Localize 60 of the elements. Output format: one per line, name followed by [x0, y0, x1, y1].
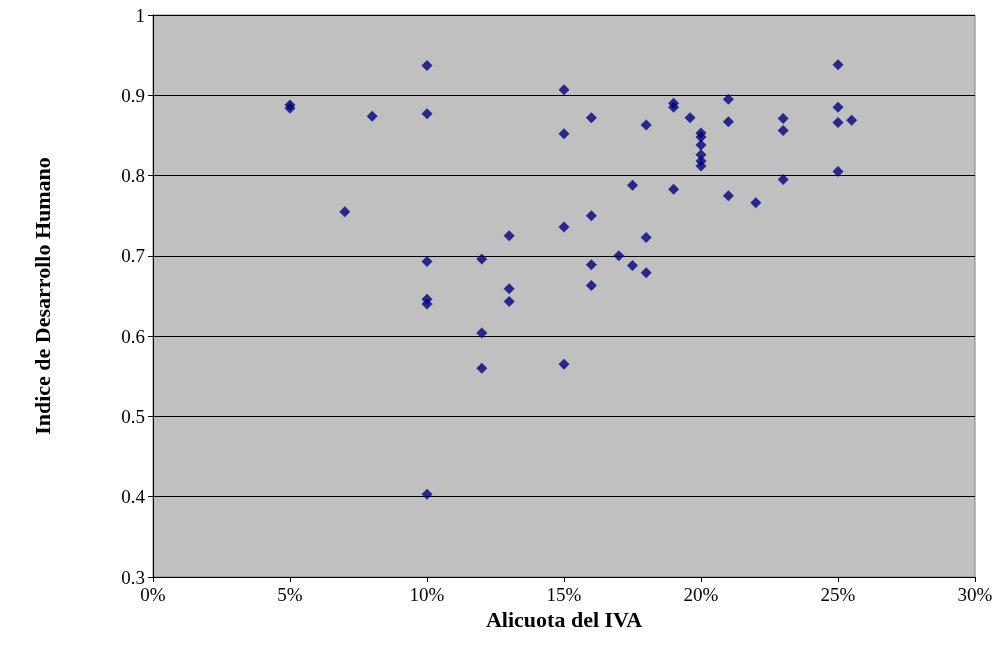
point: [722, 190, 734, 202]
x-tick-label: 30%: [957, 584, 993, 605]
point: [846, 114, 858, 126]
point: [627, 259, 638, 271]
point: [421, 60, 433, 72]
point: [558, 84, 570, 96]
point: [558, 358, 570, 370]
point: [695, 139, 707, 151]
point: [750, 197, 762, 209]
point: [585, 280, 597, 292]
point: [585, 259, 597, 271]
y-tick-label: 1: [135, 4, 145, 26]
point: [476, 327, 488, 339]
point: [558, 221, 570, 233]
point: [777, 125, 789, 137]
point: [503, 283, 515, 295]
point: [640, 231, 652, 243]
point: [421, 298, 433, 310]
point: [476, 362, 488, 374]
point: [503, 296, 515, 308]
y-tick-label: 0.9: [121, 84, 145, 106]
point: [832, 101, 844, 113]
point: [503, 230, 515, 242]
x-axis-title: Alicuota del IVA: [485, 607, 643, 633]
y-tick-label: 0.7: [121, 245, 145, 267]
y-tick-label: 0.8: [121, 165, 145, 187]
y-tick-label: 0.4: [121, 486, 146, 508]
y-tick-label: 0.5: [121, 405, 145, 427]
point: [722, 116, 734, 128]
point: [832, 166, 844, 178]
point: [832, 117, 844, 129]
point: [668, 183, 680, 195]
point: [640, 267, 652, 279]
point: [777, 113, 789, 125]
point: [366, 110, 378, 122]
point: [832, 59, 844, 71]
point: [613, 250, 625, 262]
point: [421, 488, 433, 500]
x-tick-label: 15%: [546, 584, 582, 605]
x-tick-label: 25%: [820, 584, 856, 605]
point: [695, 131, 707, 143]
y-tick-label: 0.6: [121, 325, 145, 347]
x-tick-label: 10%: [409, 584, 445, 605]
point: [421, 255, 433, 267]
point: [777, 174, 789, 186]
point: [421, 108, 433, 120]
point: [627, 179, 638, 191]
point: [695, 160, 707, 172]
x-tick-label: 20%: [683, 584, 719, 605]
x-tick-label: 5%: [277, 584, 303, 605]
point: [684, 112, 696, 124]
point: [339, 206, 351, 218]
point: [722, 93, 734, 105]
point: [668, 101, 680, 113]
point: [585, 210, 597, 222]
point: [640, 119, 652, 131]
point: [585, 112, 597, 124]
y-axis-title: Indice de Desarrollo Humano: [29, 157, 55, 435]
point: [476, 253, 488, 265]
point: [558, 128, 570, 140]
